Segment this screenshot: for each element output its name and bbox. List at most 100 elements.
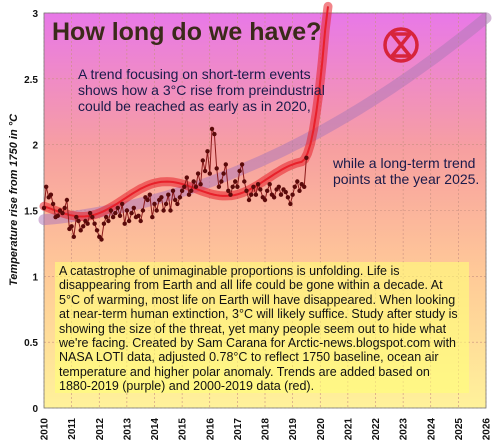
data-point: [251, 184, 256, 189]
annotation-long-term: while a long-term trend points at the ye…: [333, 155, 480, 187]
data-point: [212, 131, 217, 137]
data-point: [99, 237, 104, 242]
x-tick-label: 2020: [316, 418, 327, 441]
data-point: [283, 189, 288, 195]
data-point: [292, 184, 297, 189]
data-point: [110, 214, 116, 220]
data-point: [253, 192, 259, 197]
y-axis-label: Temperature rise from 1750 in °C: [8, 113, 20, 286]
data-point: [302, 184, 307, 189]
extinction-rebellion-logo: [383, 27, 419, 63]
data-point: [182, 184, 187, 189]
description-textbox: A catastrophe of unimaginable proportion…: [55, 262, 469, 393]
data-point: [207, 171, 212, 176]
x-tick-label: 2022: [371, 418, 382, 441]
chart-title: How long do we have?: [52, 18, 322, 46]
data-point: [246, 197, 252, 203]
data-point: [230, 184, 235, 189]
data-point: [85, 221, 90, 226]
data-point: [92, 221, 97, 226]
data-point: [41, 205, 47, 211]
data-point: [50, 201, 56, 207]
x-tick-label: 2011: [67, 418, 78, 440]
data-point: [223, 162, 228, 167]
data-point: [278, 192, 284, 197]
data-point: [163, 201, 169, 207]
data-point: [265, 188, 270, 193]
data-point: [76, 218, 81, 224]
data-point: [228, 192, 233, 197]
data-point: [150, 214, 155, 220]
x-tick-label: 2014: [150, 418, 161, 441]
data-point: [145, 197, 150, 203]
data-point: [108, 208, 114, 213]
data-point: [161, 208, 166, 213]
data-point: [175, 201, 180, 207]
data-point: [129, 210, 134, 216]
data-point: [168, 208, 173, 213]
data-point: [288, 201, 293, 207]
data-point: [214, 166, 219, 171]
data-point: [120, 201, 125, 207]
data-point: [304, 155, 309, 160]
data-point: [244, 188, 249, 193]
data-point: [295, 179, 300, 184]
x-tick-label: 2012: [95, 418, 106, 441]
data-point: [44, 184, 49, 189]
data-point: [221, 171, 226, 176]
data-point: [117, 213, 123, 218]
data-point: [285, 195, 291, 200]
data-point: [262, 197, 268, 203]
data-point: [235, 184, 240, 189]
data-point: [186, 192, 192, 197]
data-point: [290, 192, 295, 197]
data-point: [173, 197, 178, 203]
data-point: [189, 188, 194, 193]
data-point: [242, 179, 247, 184]
data-point: [166, 192, 171, 197]
y-tick-label: 1.5: [24, 207, 38, 218]
y-tick-label: 0: [32, 404, 38, 415]
data-point: [198, 182, 203, 187]
x-tick-label: 2021: [343, 418, 354, 441]
data-point: [126, 218, 132, 224]
x-axis-ticks: 2010 2011 2012 2013 2014 2015 2016 2017 2018 2019…: [40, 418, 493, 441]
data-point: [258, 187, 263, 192]
x-tick-label: 2024: [426, 418, 437, 441]
data-point: [74, 214, 79, 220]
data-point: [193, 184, 199, 189]
data-point: [122, 221, 127, 226]
data-point: [184, 175, 189, 180]
x-tick-label: 2025: [454, 418, 465, 441]
y-tick-label: 2: [32, 141, 38, 152]
annotation-short-term: A trend focusing on short-term events sh…: [78, 66, 325, 114]
data-point: [113, 210, 118, 216]
data-point: [276, 184, 281, 189]
data-point: [140, 208, 146, 213]
x-tick-label: 2015: [178, 418, 189, 441]
data-point: [115, 205, 121, 211]
data-point: [226, 188, 231, 193]
data-point: [131, 205, 136, 211]
data-point: [239, 162, 245, 167]
x-tick-label: 2018: [261, 418, 272, 441]
data-point: [297, 188, 302, 193]
data-point: [271, 195, 277, 200]
data-point: [101, 221, 107, 226]
data-point: [255, 182, 261, 187]
data-point: [233, 179, 238, 184]
data-point: [78, 228, 83, 233]
x-tick-label: 2019: [288, 418, 299, 441]
data-point: [249, 192, 254, 197]
data-point: [216, 184, 222, 189]
data-point: [154, 208, 159, 213]
y-tick-label: 1: [32, 272, 38, 283]
y-tick-label: 2.5: [24, 75, 38, 86]
data-point: [209, 126, 215, 132]
data-point: [94, 228, 100, 233]
data-point: [202, 168, 208, 174]
data-point: [87, 210, 93, 216]
data-point: [147, 192, 152, 197]
data-point: [136, 213, 141, 218]
